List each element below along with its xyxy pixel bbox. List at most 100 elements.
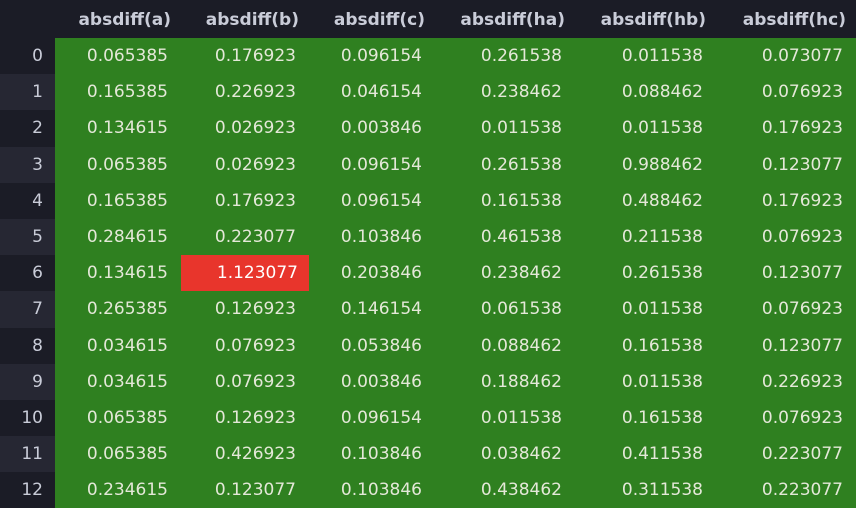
table-cell[interactable]: 0.053846 — [309, 327, 435, 364]
table-cell[interactable]: 0.165385 — [55, 182, 181, 219]
table-cell[interactable]: 0.011538 — [435, 399, 575, 437]
table-cell[interactable]: 0.461538 — [435, 218, 575, 256]
table-cell[interactable]: 0.096154 — [309, 182, 435, 219]
table-cell[interactable]: 0.161538 — [435, 182, 575, 219]
row-index-label: 2 — [0, 110, 55, 147]
table-cell[interactable]: 0.076923 — [716, 399, 856, 437]
table-row: 10 0.065385 0.126923 0.096154 0.011538 0.1615… — [0, 399, 856, 437]
row-index-label: 10 — [0, 399, 55, 437]
header-row: absdiff(a) absdiff(b) absdiff(c) absdiff… — [0, 2, 856, 38]
table-cell[interactable]: 0.211538 — [575, 218, 716, 256]
table-cell[interactable]: 0.223077 — [716, 436, 856, 473]
column-header-absdiff-a[interactable]: absdiff(a) — [55, 2, 181, 38]
table-cell[interactable]: 0.226923 — [716, 363, 856, 400]
table-cell[interactable]: 0.176923 — [716, 182, 856, 219]
table-row: 9 0.034615 0.076923 0.003846 0.188462 0.01153… — [0, 363, 856, 400]
table-cell[interactable]: 0.011538 — [575, 38, 716, 75]
table-cell[interactable]: 0.026923 — [181, 146, 309, 183]
table-cell[interactable]: 0.238462 — [435, 255, 575, 292]
table-cell[interactable]: 0.065385 — [55, 38, 181, 75]
table-cell[interactable]: 0.103846 — [309, 218, 435, 256]
table-cell[interactable]: 0.038462 — [435, 436, 575, 473]
column-header-absdiff-hb[interactable]: absdiff(hb) — [575, 2, 716, 38]
table-cell[interactable]: 0.161538 — [575, 399, 716, 437]
table-cell[interactable]: 0.238462 — [435, 74, 575, 111]
table-cell[interactable]: 0.065385 — [55, 436, 181, 473]
table-cell[interactable]: 0.438462 — [435, 472, 575, 508]
row-index-label: 4 — [0, 182, 55, 219]
table-cell[interactable]: 0.126923 — [181, 291, 309, 328]
table-cell[interactable]: 0.123077 — [716, 327, 856, 364]
table-cell[interactable]: 0.261538 — [435, 38, 575, 75]
table-cell[interactable]: 0.123077 — [716, 146, 856, 183]
table-cell[interactable]: 0.284615 — [55, 218, 181, 256]
table-cell[interactable]: 0.176923 — [181, 182, 309, 219]
table-cell[interactable]: 0.103846 — [309, 472, 435, 508]
table-cell[interactable]: 0.026923 — [181, 110, 309, 147]
table-cell[interactable]: 0.203846 — [309, 255, 435, 292]
table-cell[interactable]: 0.161538 — [575, 327, 716, 364]
column-header-absdiff-b[interactable]: absdiff(b) — [181, 2, 309, 38]
table-cell[interactable]: 0.065385 — [55, 399, 181, 437]
table-cell[interactable]: 0.223077 — [181, 218, 309, 256]
table-cell[interactable]: 0.096154 — [309, 399, 435, 437]
table-cell[interactable]: 0.226923 — [181, 74, 309, 111]
table-cell[interactable]: 0.311538 — [575, 472, 716, 508]
table-cell[interactable]: 0.126923 — [181, 399, 309, 437]
table-cell[interactable]: 0.134615 — [55, 110, 181, 147]
table-cell[interactable]: 0.123077 — [716, 255, 856, 292]
table-cell[interactable]: 0.034615 — [55, 363, 181, 400]
row-index-label: 7 — [0, 291, 55, 328]
table-row: 5 0.284615 0.223077 0.103846 0.461538 0.21153… — [0, 218, 856, 256]
table-cell[interactable]: 0.123077 — [181, 472, 309, 508]
table-cell[interactable]: 0.176923 — [716, 110, 856, 147]
table-cell[interactable]: 0.076923 — [716, 291, 856, 328]
table-cell[interactable]: 0.176923 — [181, 38, 309, 75]
table-row: 3 0.065385 0.026923 0.096154 0.261538 0.98846… — [0, 146, 856, 183]
table-cell[interactable]: 0.003846 — [309, 110, 435, 147]
column-header-absdiff-hc[interactable]: absdiff(hc) — [716, 2, 856, 38]
table-cell[interactable]: 0.188462 — [435, 363, 575, 400]
table-cell[interactable]: 0.061538 — [435, 291, 575, 328]
table-cell[interactable]: 0.223077 — [716, 472, 856, 508]
row-index-label: 5 — [0, 218, 55, 256]
table-cell[interactable]: 0.011538 — [435, 110, 575, 147]
table-cell[interactable]: 0.103846 — [309, 436, 435, 473]
table-cell[interactable]: 0.988462 — [575, 146, 716, 183]
table-cell[interactable]: 0.076923 — [716, 74, 856, 111]
table-cell[interactable]: 0.426923 — [181, 436, 309, 473]
table-cell[interactable]: 0.076923 — [181, 327, 309, 364]
row-index-label: 9 — [0, 363, 55, 400]
table-cell[interactable]: 0.088462 — [435, 327, 575, 364]
column-header-absdiff-ha[interactable]: absdiff(ha) — [435, 2, 575, 38]
table-cell[interactable]: 0.265385 — [55, 291, 181, 328]
table-cell[interactable]: 0.011538 — [575, 291, 716, 328]
highlighted-table-cell[interactable]: 1.123077 — [181, 255, 309, 292]
table-row: 12 0.234615 0.123077 0.103846 0.438462 0.3115… — [0, 472, 856, 508]
table-cell[interactable]: 0.411538 — [575, 436, 716, 473]
table-cell[interactable]: 0.073077 — [716, 38, 856, 75]
table-cell[interactable]: 0.096154 — [309, 38, 435, 75]
row-index-label: 8 — [0, 327, 55, 364]
table-row: 2 0.134615 0.026923 0.003846 0.011538 0.01153… — [0, 110, 856, 147]
table-cell[interactable]: 0.076923 — [716, 218, 856, 256]
table-cell[interactable]: 0.261538 — [575, 255, 716, 292]
column-header-absdiff-c[interactable]: absdiff(c) — [309, 2, 435, 38]
table-cell[interactable]: 0.076923 — [181, 363, 309, 400]
table-cell[interactable]: 0.146154 — [309, 291, 435, 328]
table-cell[interactable]: 0.134615 — [55, 255, 181, 292]
table-cell[interactable]: 0.065385 — [55, 146, 181, 183]
table-cell[interactable]: 0.046154 — [309, 74, 435, 111]
table-cell[interactable]: 0.003846 — [309, 363, 435, 400]
table-cell[interactable]: 0.261538 — [435, 146, 575, 183]
table-cell[interactable]: 0.011538 — [575, 363, 716, 400]
table-cell[interactable]: 0.096154 — [309, 146, 435, 183]
table-cell[interactable]: 0.034615 — [55, 327, 181, 364]
table-cell[interactable]: 0.234615 — [55, 472, 181, 508]
table-cell[interactable]: 0.488462 — [575, 182, 716, 219]
table-cell[interactable]: 0.165385 — [55, 74, 181, 111]
table-cell[interactable]: 0.088462 — [575, 74, 716, 111]
table-cell[interactable]: 0.011538 — [575, 110, 716, 147]
row-index-label: 12 — [0, 472, 55, 508]
